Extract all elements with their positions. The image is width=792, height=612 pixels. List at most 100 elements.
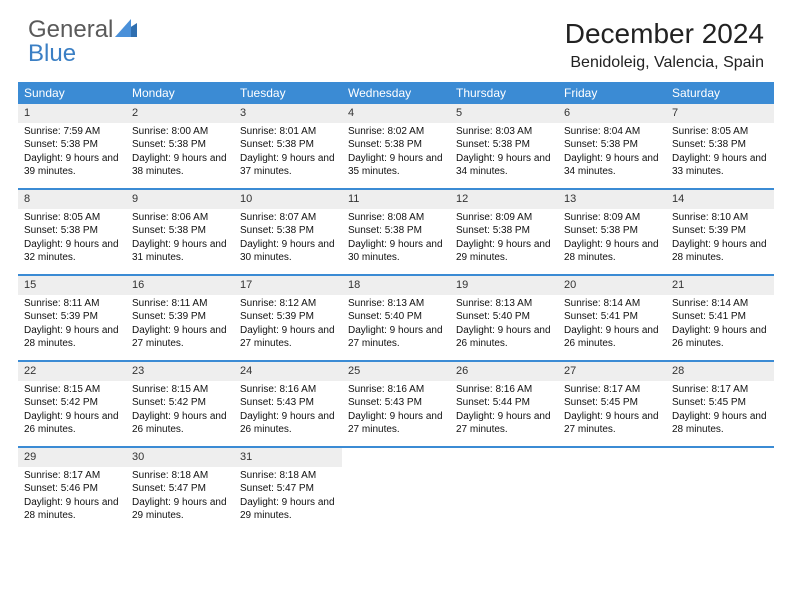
day-number: 27 bbox=[558, 362, 666, 381]
day-cell: 14Sunrise: 8:10 AMSunset: 5:39 PMDayligh… bbox=[666, 190, 774, 274]
day-cell: 26Sunrise: 8:16 AMSunset: 5:44 PMDayligh… bbox=[450, 362, 558, 446]
day-cell: 8Sunrise: 8:05 AMSunset: 5:38 PMDaylight… bbox=[18, 190, 126, 274]
sunset-line: Sunset: 5:38 PM bbox=[24, 138, 120, 152]
sunset-line: Sunset: 5:45 PM bbox=[672, 396, 768, 410]
sunrise-line: Sunrise: 8:14 AM bbox=[564, 297, 660, 311]
day-body: Sunrise: 8:08 AMSunset: 5:38 PMDaylight:… bbox=[342, 209, 450, 271]
sunset-line: Sunset: 5:42 PM bbox=[24, 396, 120, 410]
sunrise-line: Sunrise: 8:11 AM bbox=[132, 297, 228, 311]
daylight-line: Daylight: 9 hours and 26 minutes. bbox=[132, 410, 228, 437]
logo-word-blue: Blue bbox=[28, 40, 76, 67]
day-number: 14 bbox=[666, 190, 774, 209]
day-body: Sunrise: 8:11 AMSunset: 5:39 PMDaylight:… bbox=[18, 295, 126, 357]
day-body: Sunrise: 7:59 AMSunset: 5:38 PMDaylight:… bbox=[18, 123, 126, 185]
sunrise-line: Sunrise: 8:10 AM bbox=[672, 211, 768, 225]
day-cell bbox=[666, 448, 774, 532]
day-cell: 27Sunrise: 8:17 AMSunset: 5:45 PMDayligh… bbox=[558, 362, 666, 446]
sunrise-line: Sunrise: 8:14 AM bbox=[672, 297, 768, 311]
day-cell: 28Sunrise: 8:17 AMSunset: 5:45 PMDayligh… bbox=[666, 362, 774, 446]
daylight-line: Daylight: 9 hours and 29 minutes. bbox=[132, 496, 228, 523]
day-body: Sunrise: 8:11 AMSunset: 5:39 PMDaylight:… bbox=[126, 295, 234, 357]
day-cell: 17Sunrise: 8:12 AMSunset: 5:39 PMDayligh… bbox=[234, 276, 342, 360]
day-cell: 20Sunrise: 8:14 AMSunset: 5:41 PMDayligh… bbox=[558, 276, 666, 360]
day-cell: 7Sunrise: 8:05 AMSunset: 5:38 PMDaylight… bbox=[666, 104, 774, 188]
sunrise-line: Sunrise: 8:16 AM bbox=[348, 383, 444, 397]
sunset-line: Sunset: 5:41 PM bbox=[564, 310, 660, 324]
sunrise-line: Sunrise: 8:15 AM bbox=[24, 383, 120, 397]
sunset-line: Sunset: 5:38 PM bbox=[132, 138, 228, 152]
sunset-line: Sunset: 5:42 PM bbox=[132, 396, 228, 410]
day-cell: 18Sunrise: 8:13 AMSunset: 5:40 PMDayligh… bbox=[342, 276, 450, 360]
daylight-line: Daylight: 9 hours and 37 minutes. bbox=[240, 152, 336, 179]
day-cell: 2Sunrise: 8:00 AMSunset: 5:38 PMDaylight… bbox=[126, 104, 234, 188]
day-number: 5 bbox=[450, 104, 558, 123]
day-number: 11 bbox=[342, 190, 450, 209]
brand-logo: General Blue bbox=[28, 18, 137, 66]
sunset-line: Sunset: 5:39 PM bbox=[132, 310, 228, 324]
day-body: Sunrise: 8:15 AMSunset: 5:42 PMDaylight:… bbox=[18, 381, 126, 443]
location-text: Benidoleig, Valencia, Spain bbox=[565, 54, 764, 72]
sunrise-line: Sunrise: 8:04 AM bbox=[564, 125, 660, 139]
dow-cell: Saturday bbox=[666, 82, 774, 104]
day-number: 4 bbox=[342, 104, 450, 123]
logo-text-block: General Blue bbox=[28, 18, 137, 66]
daylight-line: Daylight: 9 hours and 28 minutes. bbox=[24, 324, 120, 351]
daylight-line: Daylight: 9 hours and 30 minutes. bbox=[348, 238, 444, 265]
day-cell bbox=[450, 448, 558, 532]
daylight-line: Daylight: 9 hours and 26 minutes. bbox=[672, 324, 768, 351]
day-body: Sunrise: 8:16 AMSunset: 5:43 PMDaylight:… bbox=[342, 381, 450, 443]
day-cell: 5Sunrise: 8:03 AMSunset: 5:38 PMDaylight… bbox=[450, 104, 558, 188]
daylight-line: Daylight: 9 hours and 27 minutes. bbox=[132, 324, 228, 351]
sunset-line: Sunset: 5:47 PM bbox=[132, 482, 228, 496]
day-number: 28 bbox=[666, 362, 774, 381]
daylight-line: Daylight: 9 hours and 35 minutes. bbox=[348, 152, 444, 179]
day-number: 9 bbox=[126, 190, 234, 209]
week-row: 15Sunrise: 8:11 AMSunset: 5:39 PMDayligh… bbox=[18, 276, 774, 362]
daylight-line: Daylight: 9 hours and 27 minutes. bbox=[348, 324, 444, 351]
day-number: 15 bbox=[18, 276, 126, 295]
day-number: 6 bbox=[558, 104, 666, 123]
days-of-week-header: SundayMondayTuesdayWednesdayThursdayFrid… bbox=[18, 82, 774, 104]
day-cell: 9Sunrise: 8:06 AMSunset: 5:38 PMDaylight… bbox=[126, 190, 234, 274]
title-block: December 2024 Benidoleig, Valencia, Spai… bbox=[565, 18, 764, 72]
day-cell: 31Sunrise: 8:18 AMSunset: 5:47 PMDayligh… bbox=[234, 448, 342, 532]
daylight-line: Daylight: 9 hours and 31 minutes. bbox=[132, 238, 228, 265]
day-number: 7 bbox=[666, 104, 774, 123]
day-number: 13 bbox=[558, 190, 666, 209]
sunset-line: Sunset: 5:38 PM bbox=[456, 224, 552, 238]
sunset-line: Sunset: 5:39 PM bbox=[240, 310, 336, 324]
day-cell: 4Sunrise: 8:02 AMSunset: 5:38 PMDaylight… bbox=[342, 104, 450, 188]
daylight-line: Daylight: 9 hours and 28 minutes. bbox=[672, 410, 768, 437]
sunset-line: Sunset: 5:38 PM bbox=[564, 138, 660, 152]
day-cell bbox=[558, 448, 666, 532]
sunrise-line: Sunrise: 8:09 AM bbox=[564, 211, 660, 225]
sunset-line: Sunset: 5:46 PM bbox=[24, 482, 120, 496]
day-body: Sunrise: 8:18 AMSunset: 5:47 PMDaylight:… bbox=[234, 467, 342, 529]
day-cell: 6Sunrise: 8:04 AMSunset: 5:38 PMDaylight… bbox=[558, 104, 666, 188]
day-cell: 25Sunrise: 8:16 AMSunset: 5:43 PMDayligh… bbox=[342, 362, 450, 446]
day-body: Sunrise: 8:04 AMSunset: 5:38 PMDaylight:… bbox=[558, 123, 666, 185]
daylight-line: Daylight: 9 hours and 26 minutes. bbox=[24, 410, 120, 437]
sunrise-line: Sunrise: 8:17 AM bbox=[564, 383, 660, 397]
day-cell: 21Sunrise: 8:14 AMSunset: 5:41 PMDayligh… bbox=[666, 276, 774, 360]
daylight-line: Daylight: 9 hours and 27 minutes. bbox=[240, 324, 336, 351]
daylight-line: Daylight: 9 hours and 30 minutes. bbox=[240, 238, 336, 265]
sunrise-line: Sunrise: 8:05 AM bbox=[672, 125, 768, 139]
day-cell: 30Sunrise: 8:18 AMSunset: 5:47 PMDayligh… bbox=[126, 448, 234, 532]
sunrise-line: Sunrise: 8:13 AM bbox=[456, 297, 552, 311]
daylight-line: Daylight: 9 hours and 29 minutes. bbox=[456, 238, 552, 265]
day-cell: 22Sunrise: 8:15 AMSunset: 5:42 PMDayligh… bbox=[18, 362, 126, 446]
sunrise-line: Sunrise: 8:13 AM bbox=[348, 297, 444, 311]
month-title: December 2024 bbox=[565, 18, 764, 50]
daylight-line: Daylight: 9 hours and 28 minutes. bbox=[564, 238, 660, 265]
sunset-line: Sunset: 5:43 PM bbox=[348, 396, 444, 410]
sunrise-line: Sunrise: 8:00 AM bbox=[132, 125, 228, 139]
sunrise-line: Sunrise: 8:09 AM bbox=[456, 211, 552, 225]
daylight-line: Daylight: 9 hours and 26 minutes. bbox=[564, 324, 660, 351]
day-body: Sunrise: 8:06 AMSunset: 5:38 PMDaylight:… bbox=[126, 209, 234, 271]
day-number: 1 bbox=[18, 104, 126, 123]
day-cell: 29Sunrise: 8:17 AMSunset: 5:46 PMDayligh… bbox=[18, 448, 126, 532]
day-number: 21 bbox=[666, 276, 774, 295]
week-row: 29Sunrise: 8:17 AMSunset: 5:46 PMDayligh… bbox=[18, 448, 774, 532]
day-body: Sunrise: 8:17 AMSunset: 5:45 PMDaylight:… bbox=[558, 381, 666, 443]
